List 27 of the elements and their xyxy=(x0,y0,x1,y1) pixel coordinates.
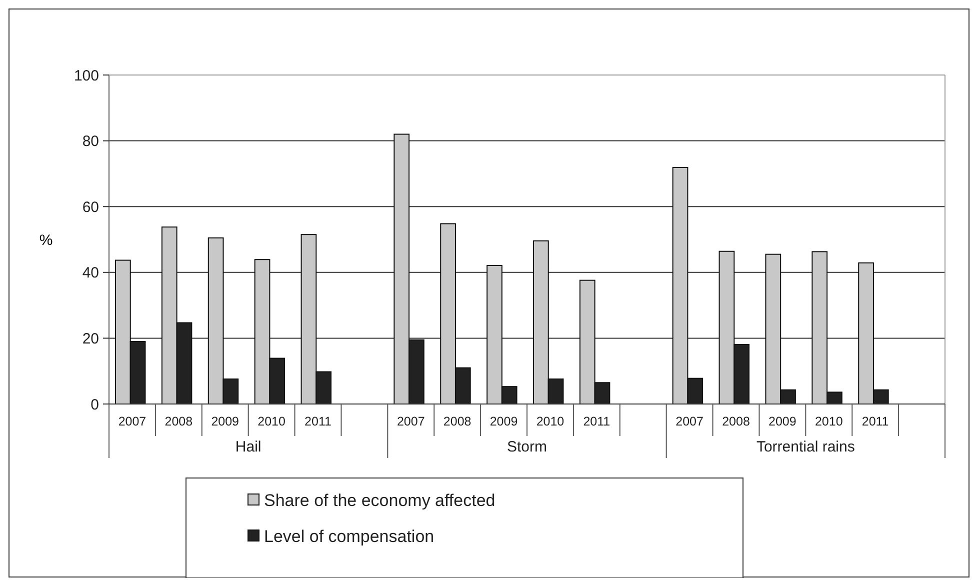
y-tick-label: 80 xyxy=(82,133,99,150)
y-axis-title: % xyxy=(39,232,53,249)
x-tick-label: 2007 xyxy=(676,414,704,428)
y-tick-label: 0 xyxy=(90,396,99,414)
text: Torrential rains xyxy=(756,438,855,456)
x-tick-label: 2010 xyxy=(536,414,564,428)
x-tick-label: 2010 xyxy=(258,414,286,428)
x-tick-label: 2007 xyxy=(396,414,425,428)
x-tick-label: 2009 xyxy=(768,414,796,428)
x-tick-label: 2011 xyxy=(583,414,610,428)
text: Storm xyxy=(506,438,548,456)
x-tick-label: 2008 xyxy=(722,414,750,428)
x-tick-label: 2011 xyxy=(304,414,332,428)
x-tick-label: 2009 xyxy=(211,414,240,428)
legend-label: Share of the economy affected xyxy=(264,490,496,510)
legend-label: Level of compensation xyxy=(264,526,434,546)
y-tick-label: 20 xyxy=(82,330,99,348)
x-tick-label: 2008 xyxy=(164,414,193,428)
x-tick-label: 2011 xyxy=(862,414,889,428)
y-tick-label: 60 xyxy=(82,198,99,216)
x-tick-label: 2010 xyxy=(814,414,843,428)
y-tick-label: 100 xyxy=(74,67,99,84)
y-tick-label: 40 xyxy=(82,264,99,282)
x-tick-label: 2007 xyxy=(118,414,146,428)
text: Hail xyxy=(235,438,262,456)
x-tick-label: 2009 xyxy=(490,414,518,428)
x-tick-label: 2008 xyxy=(443,414,472,428)
